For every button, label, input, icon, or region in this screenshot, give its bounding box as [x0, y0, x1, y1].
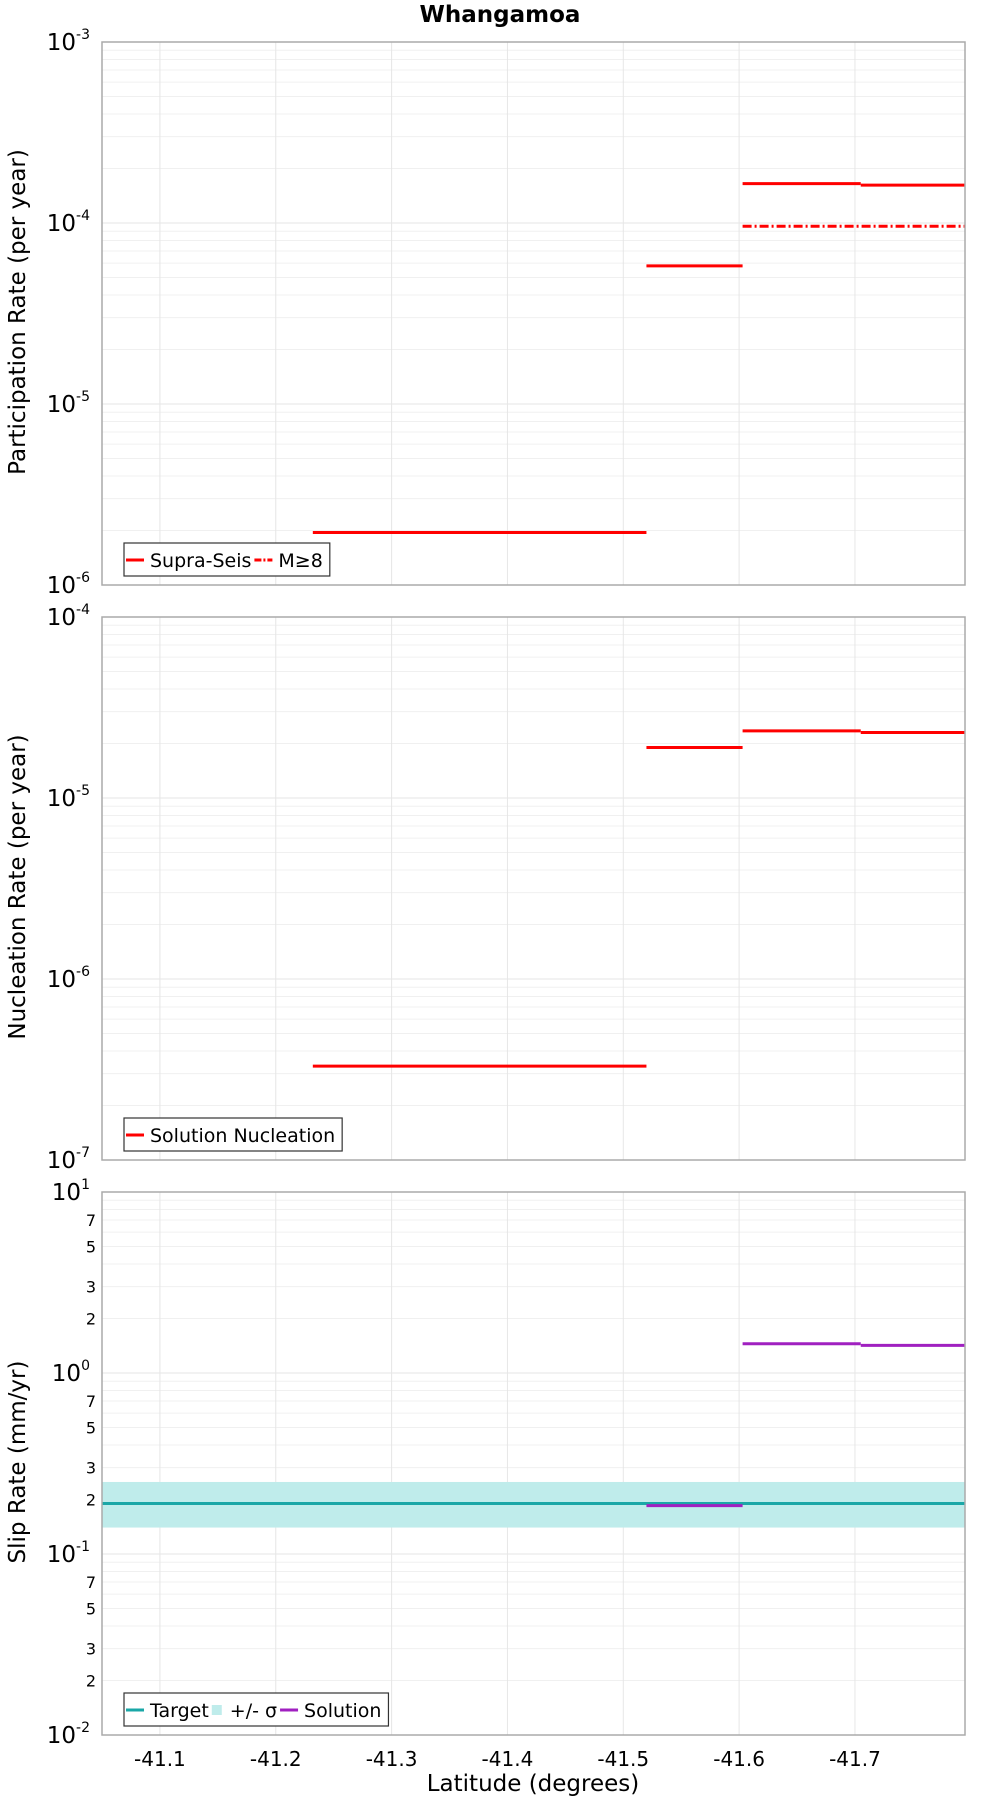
slip-y-minor-tick-label: 5	[86, 1599, 96, 1618]
slip-plot-frame	[101, 1191, 966, 1736]
slip-y-tick-label: 100	[52, 1358, 90, 1387]
x-tick-label: -41.6	[713, 1747, 765, 1771]
slip-legend-box	[123, 1692, 390, 1727]
slip-legend-background	[124, 1693, 389, 1726]
slip-legend-label: +/- σ	[230, 1700, 277, 1722]
x-tick-label: -41.4	[482, 1747, 534, 1771]
x-tick-label: -41.3	[366, 1747, 418, 1771]
slip-y-tick-label: 10-1	[47, 1539, 90, 1568]
slip-y-minor-tick-label: 5	[86, 1418, 96, 1437]
chart-title: Whangamoa	[420, 2, 581, 28]
slip-y-tick-label: 101	[52, 1177, 90, 1206]
nucleation-panel: 10-7 10-6 10-5 10-4 Solution Nucleation	[47, 602, 966, 1174]
nucleation-y-tick-label: 10-6	[47, 964, 90, 993]
nucleation-y-tick-label: 10-7	[47, 1145, 90, 1174]
slip-legend-band-swatch	[211, 1705, 222, 1715]
slip-y-axis-title: Slip Rate (mm/yr)	[5, 1361, 31, 1564]
slip-y-minor-tick-label: 3	[86, 1640, 96, 1659]
nucleation-y-tick-label: 10-5	[47, 783, 90, 812]
nucleation-legend: Solution Nucleation	[123, 1117, 343, 1152]
slip-y-tick-label: 10-2	[47, 1720, 90, 1749]
x-axis-title: Latitude (degrees)	[427, 1771, 640, 1797]
slip-y-minor-tick-label: 3	[86, 1278, 96, 1297]
x-tick-label: -41.2	[250, 1747, 302, 1771]
participation-panel: 10-6 10-5 10-4 10-3 Supra-Seis M≥8	[47, 27, 966, 599]
x-tick-label: -41.5	[597, 1747, 649, 1771]
slip-y-minor-tick-label: 2	[86, 1491, 96, 1510]
participation-legend-box	[123, 542, 331, 577]
slip-legend: Target +/- σ Solution	[123, 1692, 390, 1727]
nucleation-y-axis-title: Nucleation Rate (per year)	[5, 734, 31, 1039]
x-tick-label: -41.7	[829, 1747, 881, 1771]
nucleation-y-tick-label: 10-4	[47, 602, 90, 631]
participation-y-tick-label: 10-5	[47, 389, 90, 418]
participation-y-tick-label: 10-3	[47, 27, 90, 56]
participation-legend-label: Supra-Seis	[150, 550, 251, 572]
slip-y-minor-tick-label: 5	[86, 1237, 96, 1256]
nucleation-legend-label: Solution Nucleation	[150, 1125, 335, 1147]
participation-legend-label: M≥8	[278, 550, 322, 572]
participation-y-axis-title: Participation Rate (per year)	[5, 149, 31, 475]
slip-y-minor-tick-label: 2	[86, 1672, 96, 1691]
participation-legend-background	[124, 543, 330, 576]
participation-y-tick-label: 10-6	[47, 570, 90, 599]
slip-panel: 10-2 10-1 100 101 2 3 5 7 2 3 5 7 2 3 5 7 -41.1 -41.2 -41.…	[47, 1177, 966, 1771]
slip-legend-label: Target	[149, 1700, 209, 1722]
slip-y-minor-tick-label: 7	[86, 1211, 96, 1230]
x-tick-label: -41.1	[134, 1747, 186, 1771]
participation-plot-frame	[101, 41, 966, 586]
participation-legend: Supra-Seis M≥8	[123, 542, 331, 577]
participation-y-tick-label: 10-4	[47, 208, 90, 237]
nucleation-legend-box	[123, 1117, 343, 1152]
slip-y-minor-tick-label: 2	[86, 1310, 96, 1329]
slip-y-minor-tick-label: 7	[86, 1392, 96, 1411]
slip-y-minor-tick-label: 3	[86, 1459, 96, 1478]
nucleation-legend-background	[124, 1118, 343, 1151]
slip-legend-label: Solution	[304, 1700, 381, 1722]
nucleation-plot-frame	[101, 616, 966, 1161]
slip-y-minor-tick-label: 7	[86, 1573, 96, 1592]
